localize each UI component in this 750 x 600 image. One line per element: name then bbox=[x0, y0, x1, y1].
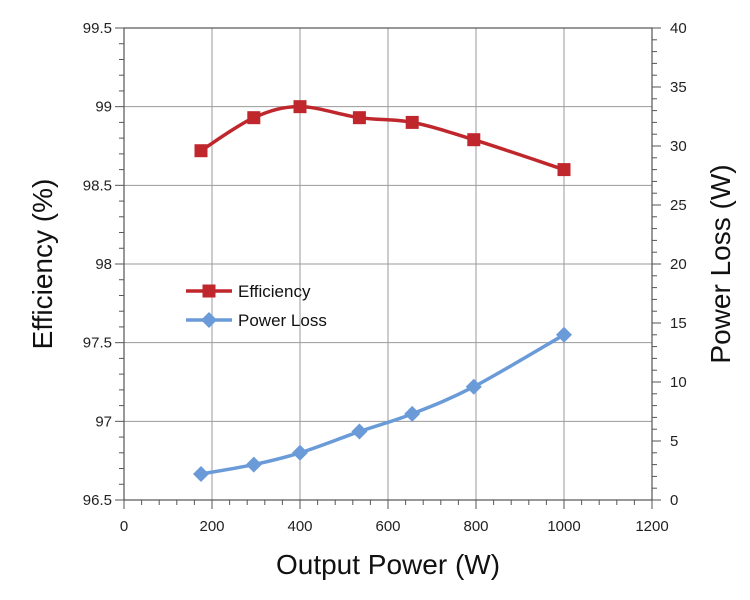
y2-tick-label: 15 bbox=[670, 315, 687, 332]
data-point-efficiency bbox=[194, 144, 208, 158]
y-tick-label: 97 bbox=[95, 413, 112, 430]
legend: Efficiency Power Loss bbox=[186, 282, 327, 330]
data-point-efficiency bbox=[405, 115, 419, 129]
data-point-power-loss bbox=[404, 405, 421, 422]
y2-tick-label: 25 bbox=[670, 197, 687, 214]
data-point-efficiency bbox=[247, 111, 261, 125]
data-point-power-loss bbox=[465, 378, 482, 395]
legend-label-efficiency: Efficiency bbox=[238, 282, 311, 301]
x-tick-label: 800 bbox=[463, 518, 488, 535]
data-point-efficiency bbox=[293, 100, 307, 114]
data-point-power-loss bbox=[556, 326, 572, 343]
x-tick-label: 400 bbox=[287, 518, 312, 535]
y2-tick-label: 30 bbox=[670, 138, 687, 155]
legend-item-power-loss: Power Loss bbox=[186, 311, 327, 330]
y2-tick-label: 5 bbox=[670, 433, 678, 450]
y-axis-title: Efficiency (%) bbox=[27, 179, 58, 350]
x-tick-label: 0 bbox=[120, 518, 128, 535]
legend-marker-power-loss bbox=[201, 312, 217, 328]
data-point-power-loss bbox=[193, 466, 209, 483]
x-tick-label: 1000 bbox=[547, 518, 580, 535]
ticks: 0 200 400 600 800 1000 120096.59797.59898.5999… bbox=[83, 20, 687, 535]
data-point-power-loss bbox=[292, 444, 308, 461]
data-point-power-loss bbox=[245, 456, 262, 473]
data-point-efficiency bbox=[352, 111, 366, 125]
x-tick-label: 1200 bbox=[635, 518, 668, 535]
y-tick-label: 99.5 bbox=[83, 20, 112, 37]
y2-tick-label: 0 bbox=[670, 492, 678, 509]
data-point-power-loss bbox=[351, 423, 368, 440]
data-point-efficiency bbox=[467, 133, 481, 147]
y-tick-label: 99 bbox=[95, 99, 112, 116]
y2-tick-label: 35 bbox=[670, 79, 687, 96]
y-tick-label: 98.5 bbox=[83, 177, 112, 194]
y-tick-label: 98 bbox=[95, 256, 112, 273]
legend-marker-efficiency bbox=[202, 284, 216, 298]
y-tick-label: 97.5 bbox=[83, 335, 112, 352]
y2-tick-label: 10 bbox=[670, 374, 687, 391]
y2-tick-label: 40 bbox=[670, 20, 687, 37]
data-point-efficiency bbox=[557, 163, 571, 177]
x-axis-title: Output Power (W) bbox=[276, 549, 500, 580]
x-tick-label: 200 bbox=[199, 518, 224, 535]
y2-tick-label: 20 bbox=[670, 256, 687, 273]
grid bbox=[123, 27, 653, 501]
y-tick-label: 96.5 bbox=[83, 492, 112, 509]
series-line-power-loss bbox=[200, 333, 565, 476]
legend-label-power-loss: Power Loss bbox=[238, 311, 327, 330]
y2-axis-title: Power Loss (W) bbox=[705, 164, 736, 363]
x-tick-label: 600 bbox=[375, 518, 400, 535]
series-layer bbox=[193, 100, 572, 483]
legend-item-efficiency: Efficiency bbox=[186, 282, 311, 301]
